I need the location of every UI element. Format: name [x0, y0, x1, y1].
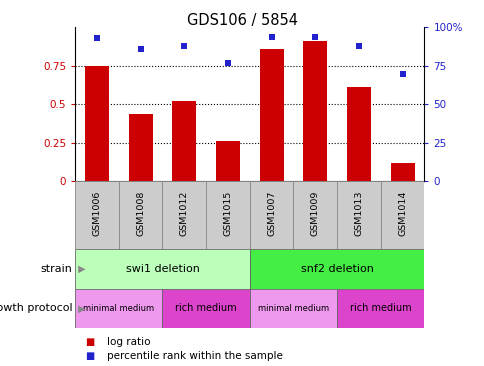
Bar [162, 181, 206, 249]
Text: rich medium: rich medium [349, 303, 411, 313]
Bar [162, 289, 249, 328]
Text: GSM1012: GSM1012 [180, 191, 188, 236]
Bar [249, 181, 293, 249]
Text: strain: strain [41, 264, 73, 274]
Bar [302, 41, 327, 181]
Bar [380, 181, 424, 249]
Text: ▶: ▶ [75, 303, 86, 313]
Bar [75, 289, 162, 328]
Bar [346, 87, 370, 181]
Text: GSM1014: GSM1014 [397, 191, 406, 236]
Bar [85, 66, 109, 181]
Text: minimal medium: minimal medium [83, 304, 154, 313]
Text: log ratio: log ratio [106, 337, 150, 347]
Bar [128, 113, 152, 181]
Bar [259, 49, 283, 181]
Text: GSM1015: GSM1015 [223, 191, 232, 236]
Text: GSM1013: GSM1013 [354, 191, 363, 236]
Bar [215, 141, 240, 181]
Text: rich medium: rich medium [175, 303, 237, 313]
Bar [206, 181, 249, 249]
Text: GSM1009: GSM1009 [310, 191, 319, 236]
Text: GSM1007: GSM1007 [267, 191, 275, 236]
Bar [249, 249, 424, 289]
Bar [390, 163, 414, 181]
Bar [336, 289, 424, 328]
Bar [172, 101, 196, 181]
Bar [336, 181, 380, 249]
Text: GSM1008: GSM1008 [136, 191, 145, 236]
Bar [249, 289, 336, 328]
Text: snf2 deletion: snf2 deletion [300, 264, 373, 274]
Text: minimal medium: minimal medium [257, 304, 328, 313]
Text: ▶: ▶ [75, 264, 86, 274]
Text: ■: ■ [85, 337, 94, 347]
Text: GSM1006: GSM1006 [92, 191, 101, 236]
Text: growth protocol: growth protocol [0, 303, 73, 313]
Bar [293, 181, 336, 249]
Text: GDS106 / 5854: GDS106 / 5854 [187, 13, 297, 28]
Bar [75, 249, 249, 289]
Bar [119, 181, 162, 249]
Text: ■: ■ [85, 351, 94, 361]
Text: swi1 deletion: swi1 deletion [125, 264, 199, 274]
Bar [75, 181, 119, 249]
Text: percentile rank within the sample: percentile rank within the sample [106, 351, 282, 361]
